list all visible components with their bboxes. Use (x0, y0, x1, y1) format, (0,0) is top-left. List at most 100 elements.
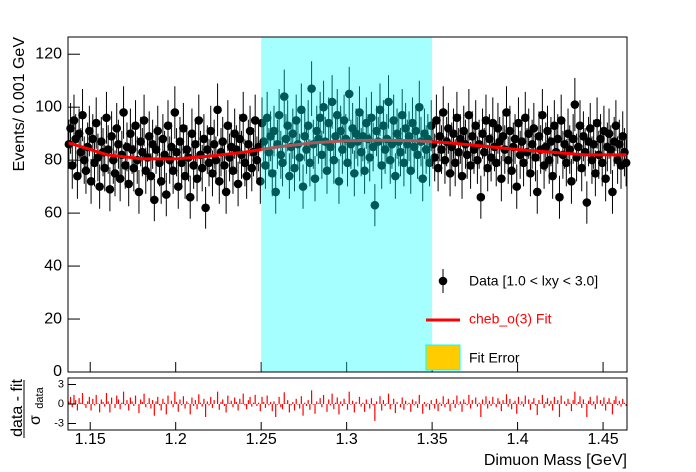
data-point (315, 113, 325, 123)
data-point (124, 179, 133, 189)
data-point (317, 150, 327, 160)
main-panel: 0 20 40 60 80 100 120 Data [1.0 < lxy < 3.0] che… (35, 36, 631, 380)
data-point (271, 187, 281, 197)
data-point (213, 105, 222, 115)
data-point (233, 179, 243, 189)
data-point (295, 153, 304, 162)
data-point (192, 174, 202, 183)
data-point (278, 158, 287, 168)
data-point (476, 192, 486, 202)
legend-marker (438, 276, 448, 286)
data-point (206, 126, 216, 136)
data-point (391, 171, 400, 181)
data-point (462, 150, 472, 160)
data-point (532, 187, 542, 197)
x-tick-label: 1.25 (246, 431, 277, 448)
data-point (182, 145, 192, 154)
y-tick-label: 0 (53, 363, 62, 380)
data-point (144, 132, 154, 141)
data-point (134, 187, 144, 197)
y-tick-label: 100 (35, 98, 62, 115)
data-point (85, 126, 94, 136)
y-tick-label: 0 (58, 398, 64, 410)
data-point (153, 126, 163, 136)
data-point (161, 190, 171, 199)
data-point (444, 124, 453, 133)
data-point (507, 166, 516, 176)
data-point (173, 182, 183, 191)
data-point (238, 113, 248, 123)
data-point (546, 137, 556, 146)
data-point (404, 132, 414, 141)
data-point (78, 110, 87, 120)
data-point (197, 163, 207, 173)
data-point (245, 126, 255, 136)
data-point (97, 137, 106, 146)
data-point (585, 124, 595, 133)
data-point (146, 171, 156, 181)
data-point (471, 121, 481, 131)
data-point (604, 129, 614, 138)
data-point (503, 155, 513, 165)
data-point (95, 182, 104, 191)
data-point (223, 121, 233, 131)
data-point (432, 116, 441, 125)
data-point (274, 110, 284, 120)
data-point (86, 177, 96, 186)
data-point (425, 158, 434, 168)
data-point (606, 145, 616, 154)
data-point (156, 177, 166, 186)
data-point (479, 147, 489, 157)
data-point (76, 147, 86, 157)
data-point (269, 126, 279, 136)
data-point (414, 102, 424, 112)
data-point (179, 124, 188, 133)
data-point (285, 171, 294, 181)
data-point (150, 195, 159, 205)
data-point (592, 118, 602, 128)
data-point (303, 121, 313, 131)
data-point (119, 108, 128, 117)
pull-y-axis-symbol: σ (27, 415, 44, 425)
data-point (505, 126, 515, 136)
data-point (204, 158, 214, 168)
data-point (307, 84, 316, 93)
data-point (621, 158, 631, 168)
data-point (185, 192, 195, 202)
data-point (129, 163, 139, 173)
x-axis-title: Dimuon Mass [GeV] (484, 452, 627, 469)
y-tick-label: 3 (58, 378, 64, 390)
data-point (555, 192, 564, 202)
data-point (452, 113, 462, 123)
data-point (370, 200, 380, 210)
data-point (360, 166, 369, 176)
data-point (493, 124, 503, 133)
data-point (93, 153, 103, 162)
data-point (548, 171, 557, 181)
data-point (305, 158, 315, 168)
data-point (399, 158, 409, 168)
y-tick-label: -3 (54, 417, 64, 429)
data-point (565, 145, 575, 154)
data-point (445, 169, 455, 178)
data-point (221, 187, 231, 197)
data-point (568, 134, 578, 144)
data-point (350, 169, 359, 178)
data-point (126, 129, 135, 138)
data-point (220, 161, 229, 170)
data-point (214, 177, 224, 186)
data-point (322, 166, 332, 176)
data-point (177, 158, 186, 168)
data-point (524, 129, 534, 138)
data-point (456, 134, 465, 144)
data-point (550, 121, 559, 131)
data-point (262, 113, 272, 123)
data-point (168, 166, 178, 176)
data-point (327, 97, 337, 107)
data-point (365, 153, 375, 162)
data-point (519, 158, 528, 168)
legend-label: Data [1.0 < lxy < 3.0] (469, 273, 598, 289)
data-point (437, 145, 446, 154)
data-point (199, 134, 209, 144)
signal-region (261, 37, 433, 372)
